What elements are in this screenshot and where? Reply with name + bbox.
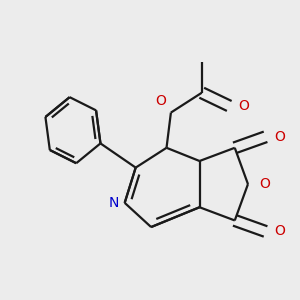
Text: O: O: [274, 130, 285, 144]
Text: O: O: [238, 99, 249, 113]
Text: N: N: [109, 196, 119, 210]
Text: O: O: [274, 224, 285, 239]
Text: O: O: [259, 177, 270, 191]
Text: O: O: [156, 94, 167, 108]
